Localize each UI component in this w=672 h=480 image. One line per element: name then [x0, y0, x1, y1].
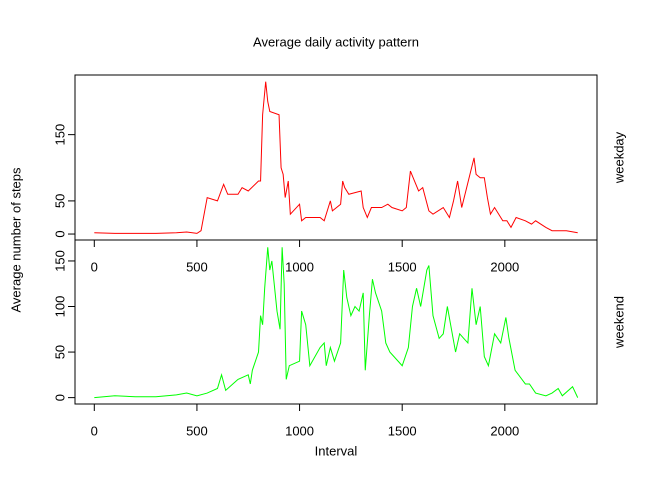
x-tick-label: 1000: [285, 259, 314, 274]
y-tick-label: 150: [52, 124, 67, 146]
y-tick-label: 100: [52, 296, 67, 318]
chart-title: Average daily activity pattern: [253, 34, 419, 49]
x-tick-label: 2000: [490, 259, 519, 274]
x-tick-label: 1500: [388, 259, 417, 274]
x-tick-label: 2000: [490, 423, 519, 438]
y-axis-label: Average number of steps: [8, 167, 23, 313]
x-axis-label: Interval: [315, 443, 358, 458]
data-line: [94, 81, 578, 234]
y-tick-label: 0: [52, 394, 67, 401]
y-tick-label: 50: [52, 194, 67, 208]
panel-label: weekend: [611, 296, 626, 349]
y-tick-label: 0: [52, 230, 67, 237]
y-tick-label: 50: [52, 345, 67, 359]
y-tick-label: 150: [52, 250, 67, 272]
plot-frame: [74, 239, 598, 405]
x-tick-label: 0: [91, 423, 98, 438]
data-line: [94, 247, 579, 399]
x-tick-label: 1000: [285, 423, 314, 438]
x-tick-label: 1500: [388, 423, 417, 438]
x-tick-label: 500: [186, 423, 208, 438]
panel-label: weekday: [611, 131, 626, 184]
x-tick-label: 0: [91, 259, 98, 274]
x-tick-label: 500: [186, 259, 208, 274]
